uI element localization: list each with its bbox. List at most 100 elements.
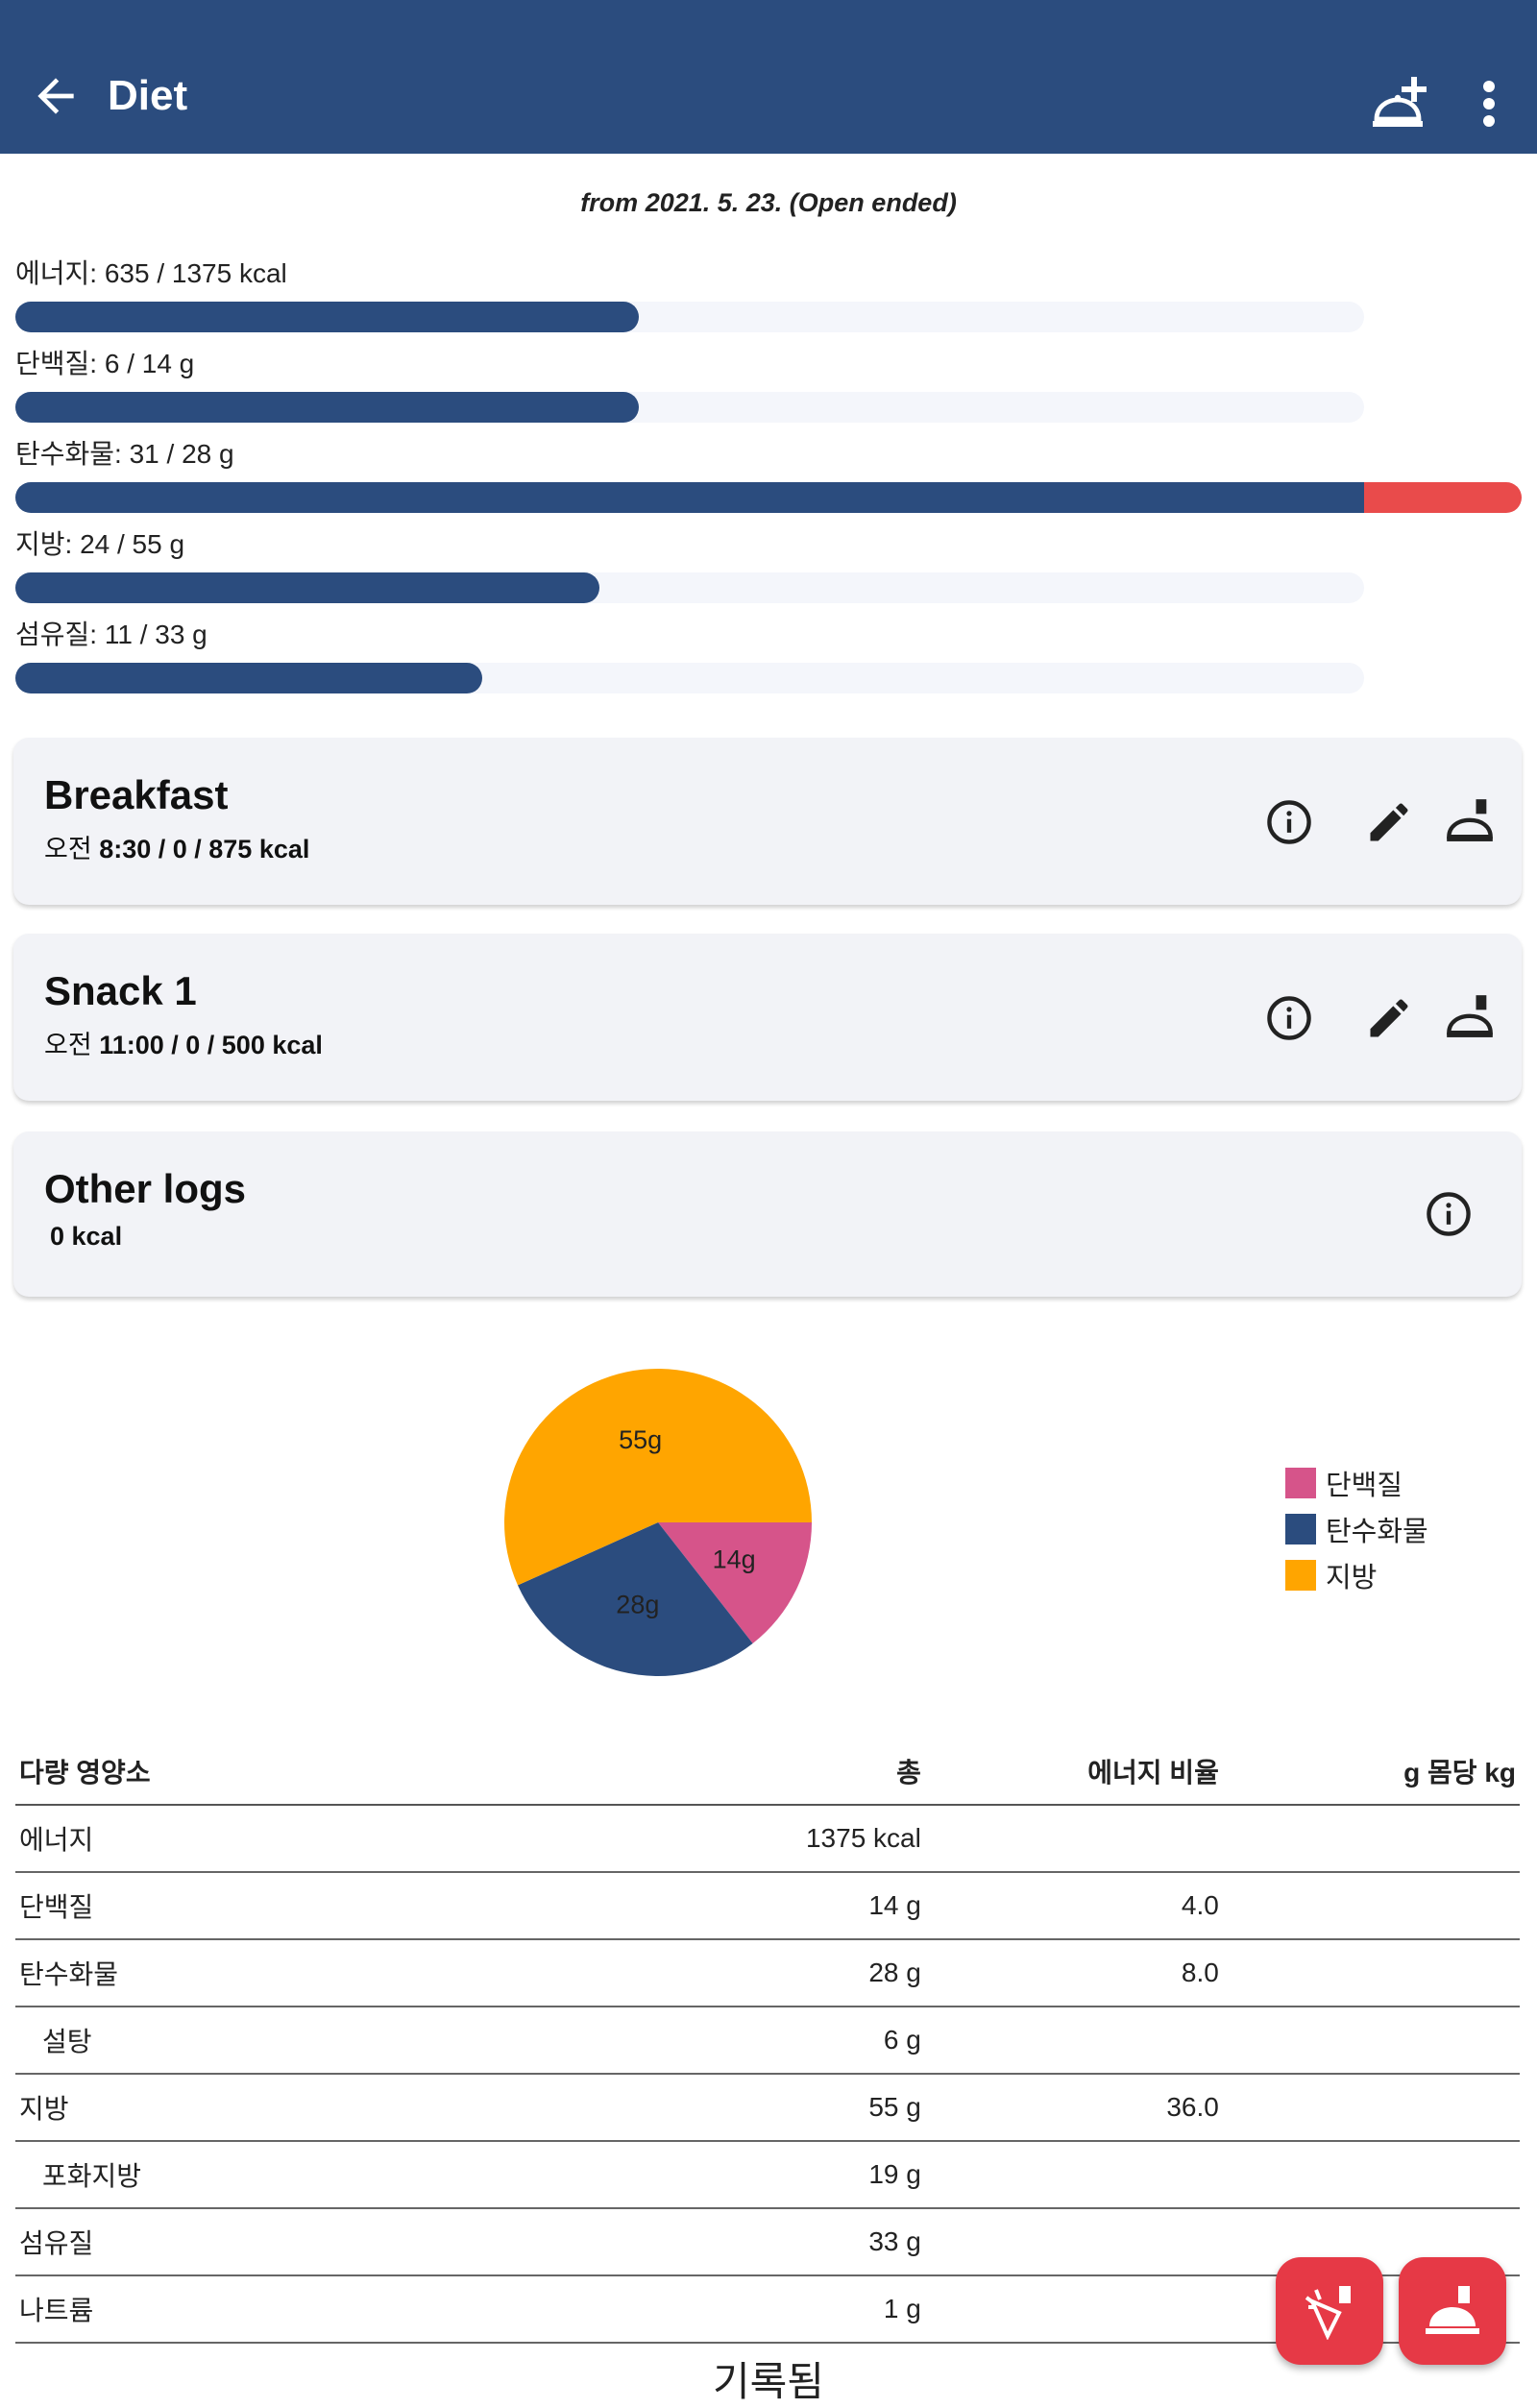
table-header-row: 다량 영양소 총 에너지 비율 g 몸당 kg	[15, 1739, 1520, 1806]
nutrient-label: 단백질: 6 / 14 g	[15, 349, 195, 378]
pie-slice	[504, 1369, 812, 1586]
progress-fill	[15, 572, 599, 603]
cell-perkg	[1222, 2141, 1520, 2209]
cell-name: 에너지	[15, 1805, 611, 1873]
meal-card-snack[interactable]: Snack 1 오전 11:00 / 0 / 500 kcal	[13, 934, 1522, 1101]
meal-title: Breakfast	[44, 772, 229, 817]
legend-label: 지방	[1326, 1563, 1378, 1593]
cell-name: 나트륨	[15, 2275, 611, 2344]
cell-total: 33 g	[610, 2208, 925, 2276]
legend-swatch	[1285, 1560, 1316, 1591]
nutrient-label: 에너지: 635 / 1375 kcal	[15, 258, 287, 288]
edit-icon[interactable]	[1364, 993, 1414, 1043]
cell-ratio: 36.0	[924, 2074, 1223, 2142]
nutrient-label: 탄수화물: 31 / 28 g	[15, 439, 234, 469]
cell-perkg	[1222, 1939, 1520, 2007]
cell-total: 55 g	[610, 2074, 925, 2142]
meal-time: 오전	[44, 835, 92, 863]
nutrient-label: 섬유질: 11 / 33 g	[15, 620, 207, 649]
cell-perkg	[1222, 1872, 1520, 1940]
legend-label: 탄수화물	[1326, 1517, 1428, 1547]
add-food-fab[interactable]	[1276, 2257, 1383, 2365]
meal-detail: 오전 8:30 / 0 / 875 kcal	[44, 828, 309, 865]
nutrient-energy: 에너지: 635 / 1375 kcal	[15, 257, 1524, 344]
nutrient-protein: 단백질: 6 / 14 g	[15, 348, 1524, 434]
progress-fill	[15, 663, 482, 693]
meal-log-icon[interactable]	[1445, 993, 1495, 1043]
cell-ratio	[924, 2208, 1223, 2276]
cell-ratio	[924, 2275, 1223, 2344]
progress-fill	[15, 302, 639, 332]
header-total: 총	[610, 1739, 925, 1806]
food-log-icon	[1305, 2286, 1351, 2340]
cell-ratio	[924, 1805, 1223, 1873]
info-icon[interactable]	[1264, 797, 1314, 847]
recorded-heading: 기록됨	[713, 2359, 824, 2404]
legend-swatch	[1285, 1514, 1316, 1545]
info-icon[interactable]	[1424, 1189, 1474, 1239]
meal-time: 오전	[44, 1031, 92, 1059]
header-perkg: g 몸당 kg	[1222, 1739, 1520, 1806]
cell-name: 설탕	[15, 2007, 611, 2075]
progress-fill	[15, 392, 639, 423]
meal-title: Snack 1	[44, 968, 197, 1013]
add-meal-fab[interactable]	[1399, 2257, 1506, 2365]
pie-label: 28g	[616, 1590, 659, 1618]
header-ratio: 에너지 비율	[924, 1739, 1223, 1806]
pie-label: 14g	[713, 1545, 756, 1574]
meal-log-icon[interactable]	[1445, 797, 1495, 847]
progress-fill	[15, 482, 1364, 513]
cell-perkg	[1222, 1805, 1520, 1873]
legend-swatch	[1285, 1468, 1316, 1498]
meal-kcal: 11:00 / 0 / 500 kcal	[99, 1031, 323, 1059]
meal-log-icon	[1426, 2286, 1479, 2334]
progress-overflow	[1364, 482, 1522, 513]
pie-label: 55g	[619, 1425, 662, 1454]
cell-total: 6 g	[610, 2007, 925, 2075]
legend-item: 탄수화물	[1285, 1506, 1428, 1552]
macro-pie-chart: 14g 28g 55g	[504, 1369, 812, 1676]
other-logs-title: Other logs	[44, 1166, 247, 1211]
other-logs-kcal: 0 kcal	[50, 1222, 123, 1251]
other-logs-card[interactable]: Other logs 0 kcal	[13, 1131, 1522, 1297]
nutrient-fiber: 섬유질: 11 / 33 g	[15, 619, 1524, 705]
cell-total: 1 g	[610, 2275, 925, 2344]
table-row: 탄수화물 28 g 8.0	[15, 1939, 1520, 2007]
nutrient-carbs: 탄수화물: 31 / 28 g	[15, 438, 1524, 524]
cell-name: 포화지방	[15, 2141, 611, 2209]
cell-name: 섬유질	[15, 2208, 611, 2276]
nutrient-fat: 지방: 24 / 55 g	[15, 528, 1524, 615]
more-vert-icon[interactable]	[1470, 77, 1508, 131]
table-row: 단백질 14 g 4.0	[15, 1872, 1520, 1940]
legend-item: 지방	[1285, 1552, 1428, 1598]
page-title: Diet	[108, 72, 188, 119]
info-icon[interactable]	[1264, 993, 1314, 1043]
cell-perkg	[1222, 2007, 1520, 2075]
cell-ratio: 4.0	[924, 1872, 1223, 1940]
meal-kcal: 8:30 / 0 / 875 kcal	[99, 835, 310, 863]
cell-name: 탄수화물	[15, 1939, 611, 2007]
pie-slice	[658, 1522, 812, 1644]
legend-label: 단백질	[1326, 1471, 1403, 1501]
chart-legend: 단백질 탄수화물 지방	[1285, 1460, 1428, 1598]
table-row: 에너지 1375 kcal	[15, 1805, 1520, 1873]
cell-total: 1375 kcal	[610, 1805, 925, 1873]
date-range: from 2021. 5. 23. (Open ended)	[580, 188, 957, 217]
meal-card-breakfast[interactable]: Breakfast 오전 8:30 / 0 / 875 kcal	[13, 738, 1522, 905]
macro-table: 다량 영양소 총 에너지 비율 g 몸당 kg 에너지 1375 kcal 단백질 1…	[15, 1739, 1520, 2344]
edit-icon[interactable]	[1364, 797, 1414, 847]
header-macro: 다량 영양소	[15, 1739, 611, 1806]
cell-ratio	[924, 2141, 1223, 2209]
cell-name: 지방	[15, 2074, 611, 2142]
table-row: 포화지방 19 g	[15, 2141, 1520, 2209]
nutrient-label: 지방: 24 / 55 g	[15, 529, 185, 559]
meal-add-icon[interactable]	[1369, 73, 1432, 131]
arrow-left-icon[interactable]	[29, 69, 83, 123]
cell-total: 28 g	[610, 1939, 925, 2007]
cell-perkg	[1222, 2074, 1520, 2142]
table-row: 설탕 6 g	[15, 2007, 1520, 2075]
app-bar: Diet	[0, 0, 1537, 154]
cell-ratio	[924, 2007, 1223, 2075]
table-row: 지방 55 g 36.0	[15, 2074, 1520, 2142]
cell-total: 19 g	[610, 2141, 925, 2209]
